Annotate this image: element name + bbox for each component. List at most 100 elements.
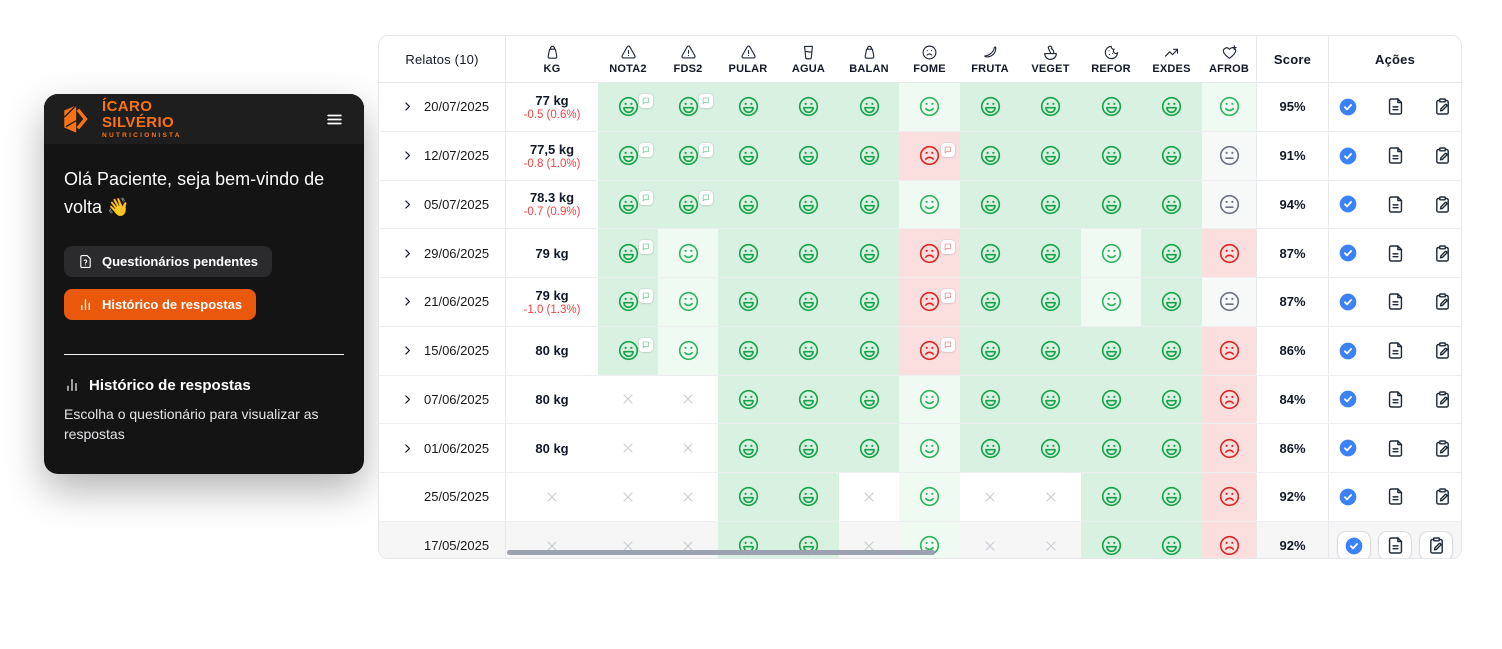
report-date-cell[interactable]: 21/06/2025 [379, 278, 505, 326]
cell-fruta[interactable] [960, 473, 1020, 521]
edit-button[interactable] [1427, 337, 1457, 365]
chevron-right-icon[interactable] [401, 295, 414, 308]
cell-refor[interactable] [1081, 83, 1141, 131]
cell-pular[interactable] [718, 278, 778, 326]
cell-pular[interactable] [718, 326, 778, 375]
cell-fruta[interactable] [960, 131, 1020, 180]
cell-fruta[interactable] [960, 522, 1020, 558]
cell-nota2[interactable] [598, 131, 658, 180]
edit-button[interactable] [1427, 239, 1457, 267]
confirm-button[interactable] [1333, 483, 1363, 511]
confirm-button[interactable] [1333, 190, 1363, 218]
cell-exdes[interactable] [1141, 180, 1202, 229]
cell-balan[interactable] [839, 229, 899, 277]
cell-pular[interactable] [718, 473, 778, 521]
cell-nota2[interactable] [598, 424, 658, 472]
confirm-button[interactable] [1333, 239, 1363, 267]
confirm-button[interactable] [1337, 530, 1371, 558]
cell-balan[interactable] [839, 473, 899, 521]
cell-agua[interactable] [778, 473, 839, 521]
chevron-right-icon[interactable] [401, 344, 414, 357]
cell-agua[interactable] [778, 326, 839, 375]
cell-fds2[interactable] [658, 473, 718, 521]
chevron-right-icon[interactable] [401, 393, 414, 406]
report-date-cell[interactable]: 12/07/2025 [379, 132, 505, 180]
comment-badge[interactable] [639, 240, 653, 255]
cell-refor[interactable] [1081, 180, 1141, 229]
edit-button[interactable] [1427, 385, 1457, 413]
comment-badge[interactable] [639, 288, 653, 303]
cell-refor[interactable] [1081, 278, 1141, 326]
report-date-cell[interactable]: 05/07/2025 [379, 181, 505, 229]
cell-fruta[interactable] [960, 278, 1020, 326]
cell-exdes[interactable] [1141, 83, 1202, 131]
cell-fruta[interactable] [960, 229, 1020, 277]
report-date-cell[interactable]: 15/06/2025 [379, 327, 505, 375]
cell-nota2[interactable] [598, 326, 658, 375]
cell-exdes[interactable] [1141, 521, 1202, 558]
cell-afrob[interactable] [1202, 278, 1256, 326]
edit-button[interactable] [1427, 483, 1457, 511]
report-button[interactable] [1380, 239, 1410, 267]
report-button[interactable] [1380, 142, 1410, 170]
comment-badge[interactable] [639, 191, 653, 206]
cell-balan[interactable] [839, 180, 899, 229]
edit-button[interactable] [1427, 142, 1457, 170]
cell-exdes[interactable] [1141, 424, 1202, 472]
cell-balan[interactable] [839, 375, 899, 424]
cell-fds2[interactable] [658, 522, 718, 558]
cell-fds2[interactable] [658, 83, 718, 131]
chevron-right-icon[interactable] [401, 100, 414, 113]
cell-agua[interactable] [778, 278, 839, 326]
cell-nota2[interactable] [598, 180, 658, 229]
report-button[interactable] [1380, 483, 1410, 511]
cell-veget[interactable] [1020, 424, 1081, 472]
cell-exdes[interactable] [1141, 326, 1202, 375]
edit-button[interactable] [1419, 530, 1453, 558]
cell-fds2[interactable] [658, 278, 718, 326]
cell-afrob[interactable] [1202, 229, 1256, 277]
confirm-button[interactable] [1333, 434, 1363, 462]
cell-exdes[interactable] [1141, 473, 1202, 521]
cell-agua[interactable] [778, 180, 839, 229]
cell-balan[interactable] [839, 424, 899, 472]
cell-pular[interactable] [718, 229, 778, 277]
edit-button[interactable] [1427, 93, 1457, 121]
cell-agua[interactable] [778, 83, 839, 131]
cell-afrob[interactable] [1202, 131, 1256, 180]
cell-veget[interactable] [1020, 278, 1081, 326]
cell-veget[interactable] [1020, 83, 1081, 131]
report-date-cell[interactable]: 25/05/2025 [379, 473, 505, 521]
cell-fome[interactable] [899, 424, 960, 472]
edit-button[interactable] [1427, 288, 1457, 316]
confirm-button[interactable] [1333, 337, 1363, 365]
cell-fruta[interactable] [960, 424, 1020, 472]
cell-fds2[interactable] [658, 376, 718, 424]
cell-fds2[interactable] [658, 180, 718, 229]
confirm-button[interactable] [1333, 288, 1363, 316]
cell-refor[interactable] [1081, 521, 1141, 558]
cell-nota2[interactable] [598, 83, 658, 131]
cell-veget[interactable] [1020, 473, 1081, 521]
comment-badge[interactable] [699, 142, 713, 157]
cell-fds2[interactable] [658, 326, 718, 375]
comment-badge[interactable] [699, 191, 713, 206]
cell-nota2[interactable] [598, 229, 658, 277]
cell-pular[interactable] [718, 131, 778, 180]
cell-exdes[interactable] [1141, 375, 1202, 424]
report-date-cell[interactable]: 07/06/2025 [379, 376, 505, 424]
report-button[interactable] [1380, 288, 1410, 316]
report-date-cell[interactable]: 29/06/2025 [379, 229, 505, 277]
cell-exdes[interactable] [1141, 131, 1202, 180]
cell-afrob[interactable] [1202, 521, 1256, 558]
cell-balan[interactable] [839, 326, 899, 375]
cell-afrob[interactable] [1202, 83, 1256, 131]
report-button[interactable] [1380, 190, 1410, 218]
cell-fome[interactable] [899, 83, 960, 131]
cell-fome[interactable] [899, 375, 960, 424]
cell-balan[interactable] [839, 131, 899, 180]
edit-button[interactable] [1427, 190, 1457, 218]
cell-balan[interactable] [839, 522, 899, 558]
cell-agua[interactable] [778, 375, 839, 424]
horizontal-scrollbar-thumb[interactable] [507, 550, 935, 555]
